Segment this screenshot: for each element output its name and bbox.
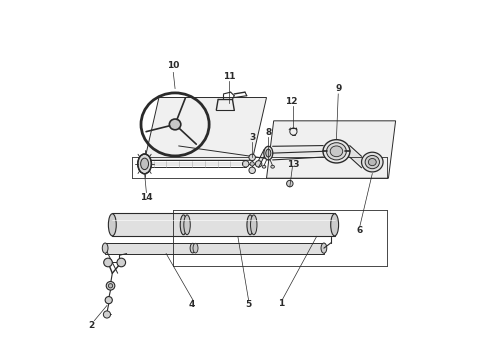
Ellipse shape — [323, 140, 350, 163]
Circle shape — [105, 297, 112, 304]
Text: 8: 8 — [265, 128, 271, 137]
Ellipse shape — [102, 243, 108, 253]
Polygon shape — [112, 213, 335, 237]
Text: 12: 12 — [285, 97, 298, 106]
Text: 4: 4 — [189, 300, 195, 309]
Ellipse shape — [266, 149, 271, 157]
Ellipse shape — [141, 158, 148, 170]
Ellipse shape — [321, 243, 327, 253]
Text: 14: 14 — [140, 193, 153, 202]
Ellipse shape — [330, 146, 343, 157]
Ellipse shape — [190, 243, 195, 253]
Ellipse shape — [247, 215, 253, 235]
Ellipse shape — [108, 214, 116, 236]
Ellipse shape — [365, 156, 379, 169]
Ellipse shape — [193, 243, 198, 253]
Ellipse shape — [170, 119, 181, 130]
Circle shape — [287, 180, 293, 187]
Circle shape — [255, 161, 262, 167]
Circle shape — [104, 258, 112, 267]
Circle shape — [249, 154, 255, 161]
Ellipse shape — [138, 154, 151, 174]
Ellipse shape — [180, 215, 187, 235]
Text: 1: 1 — [278, 299, 285, 308]
Text: 11: 11 — [222, 72, 235, 81]
Ellipse shape — [326, 143, 346, 160]
Text: 10: 10 — [167, 61, 179, 70]
Ellipse shape — [331, 214, 339, 236]
Text: 6: 6 — [357, 226, 363, 235]
Circle shape — [249, 167, 255, 174]
Circle shape — [108, 284, 113, 288]
Ellipse shape — [264, 146, 273, 160]
Polygon shape — [105, 243, 324, 253]
Text: 5: 5 — [245, 300, 252, 309]
Circle shape — [250, 162, 254, 166]
Ellipse shape — [362, 152, 383, 172]
Circle shape — [103, 311, 111, 318]
Text: 9: 9 — [336, 84, 342, 93]
Text: 2: 2 — [89, 321, 95, 330]
Text: 13: 13 — [288, 160, 300, 169]
Text: 3: 3 — [249, 133, 255, 142]
Polygon shape — [267, 121, 395, 178]
Ellipse shape — [271, 165, 274, 168]
Ellipse shape — [184, 215, 190, 235]
Circle shape — [117, 258, 125, 267]
Circle shape — [106, 282, 115, 290]
Polygon shape — [145, 98, 267, 160]
Ellipse shape — [368, 158, 376, 166]
Ellipse shape — [262, 165, 266, 168]
Circle shape — [243, 161, 249, 167]
Ellipse shape — [250, 215, 257, 235]
